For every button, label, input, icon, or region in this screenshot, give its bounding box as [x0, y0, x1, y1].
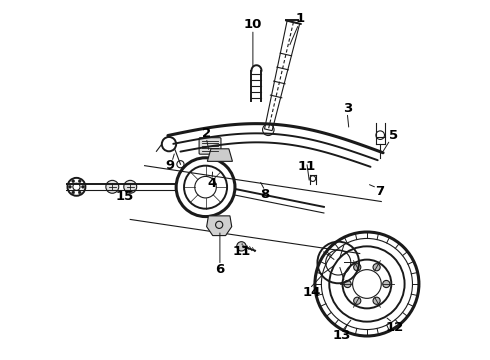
Circle shape	[373, 297, 380, 304]
Text: 4: 4	[207, 177, 217, 190]
Circle shape	[81, 185, 84, 188]
Circle shape	[354, 264, 361, 271]
Polygon shape	[207, 149, 232, 161]
Text: 15: 15	[116, 190, 134, 203]
Circle shape	[373, 264, 380, 271]
Polygon shape	[207, 216, 232, 235]
Text: 1: 1	[296, 12, 305, 25]
Circle shape	[106, 180, 119, 193]
Circle shape	[344, 280, 351, 288]
Text: 7: 7	[375, 185, 384, 198]
Text: 3: 3	[343, 102, 352, 115]
Text: 9: 9	[166, 159, 175, 172]
Text: 10: 10	[244, 18, 262, 31]
Text: 6: 6	[215, 263, 224, 276]
Text: 14: 14	[302, 287, 320, 300]
FancyBboxPatch shape	[199, 138, 221, 154]
Circle shape	[78, 180, 81, 183]
Circle shape	[72, 191, 74, 194]
Text: 8: 8	[261, 188, 270, 201]
Text: 13: 13	[333, 329, 351, 342]
Text: 5: 5	[389, 129, 398, 142]
Circle shape	[237, 242, 246, 251]
Circle shape	[78, 191, 81, 194]
Text: 12: 12	[386, 320, 404, 333]
Text: 2: 2	[202, 127, 211, 140]
Text: 11: 11	[297, 160, 316, 173]
Circle shape	[383, 280, 390, 288]
Circle shape	[124, 180, 137, 193]
Text: 11: 11	[233, 245, 251, 258]
Circle shape	[69, 185, 72, 188]
Circle shape	[72, 180, 74, 183]
Circle shape	[354, 297, 361, 304]
